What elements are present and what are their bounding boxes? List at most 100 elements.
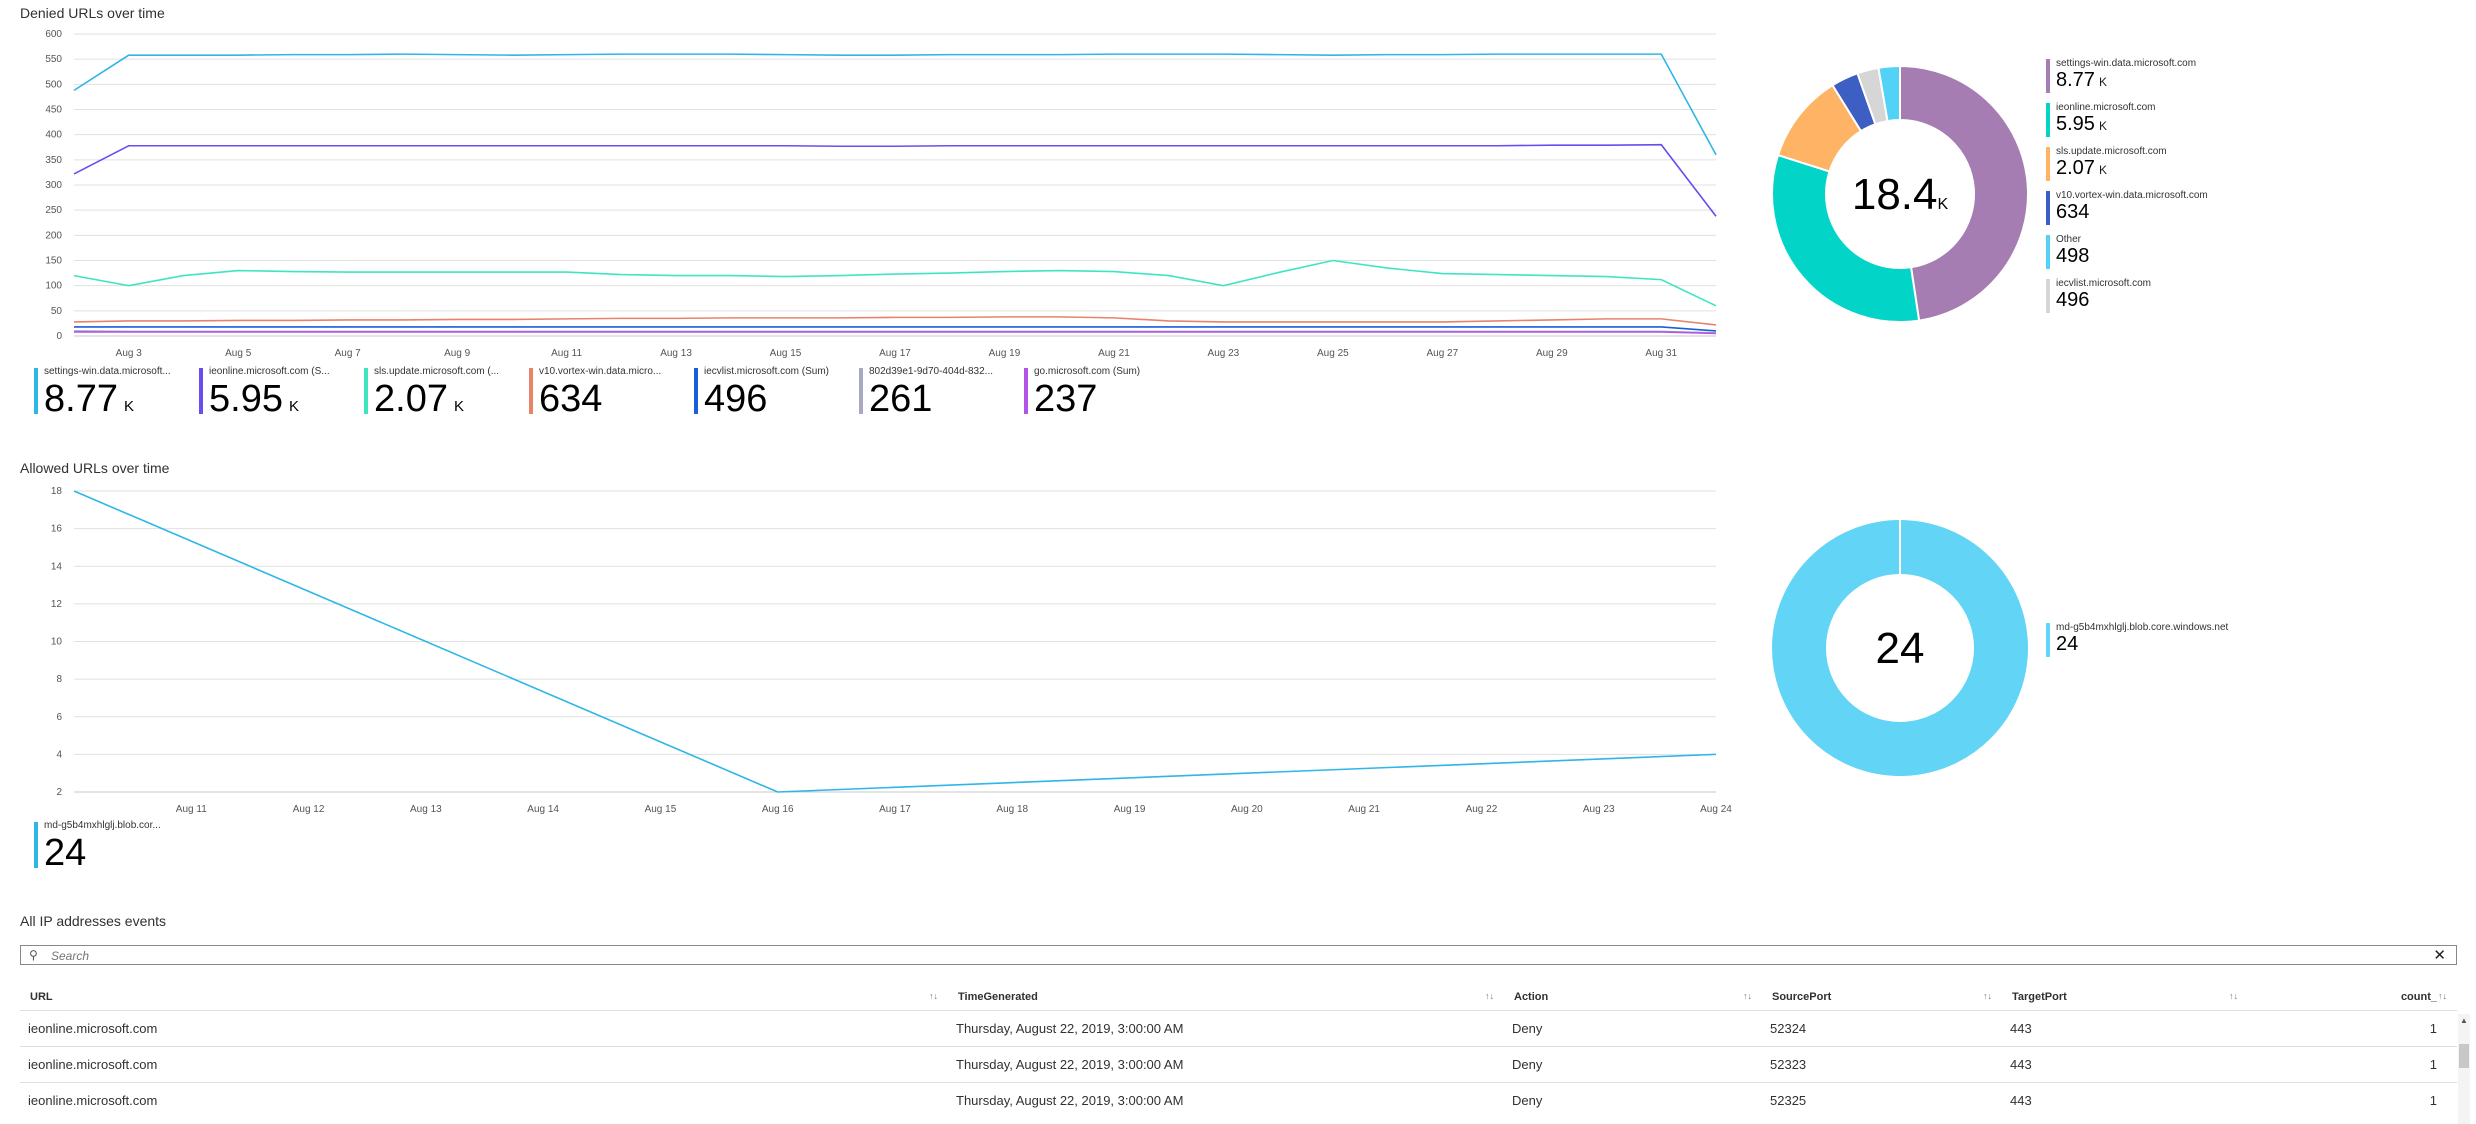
legend-color-bar — [2046, 235, 2050, 269]
table-cell: 1 — [2248, 1046, 2457, 1083]
table-cell: 52325 — [1762, 1082, 2002, 1118]
column-header-sourceport[interactable]: SourcePort ↑↓ — [1762, 984, 2002, 1011]
legend-item[interactable]: 802d39e1-9d70-404d-832... 261 — [859, 366, 1024, 419]
sort-icon[interactable]: ↑↓ — [1485, 991, 1494, 1001]
x-tick-label: Aug 20 — [1231, 804, 1263, 815]
sort-icon[interactable]: ↑↓ — [929, 991, 938, 1001]
legend-unit: K — [453, 398, 464, 415]
x-tick-label: Aug 24 — [1700, 804, 1732, 815]
legend-color-bar — [694, 368, 698, 414]
table-cell: 52324 — [1762, 1010, 2002, 1047]
legend-color-bar — [199, 368, 203, 414]
sort-icon[interactable]: ↑↓ — [2438, 991, 2447, 1001]
table-cell: 1 — [2248, 1010, 2457, 1047]
legend-value: 2.07 — [374, 378, 448, 420]
events-title: All IP addresses events — [20, 913, 167, 929]
sort-icon[interactable]: ↑↓ — [1983, 991, 1992, 1001]
legend-item[interactable]: md-g5b4mxhlglj.blob.cor... 24 — [34, 820, 199, 873]
table-cell: Thursday, August 22, 2019, 3:00:00 AM — [948, 1082, 1504, 1118]
table-cell: ieonline.microsoft.com — [20, 1010, 948, 1047]
x-tick-label: Aug 23 — [1583, 804, 1615, 815]
table-row[interactable]: ieonline.microsoft.com Thursday, August 2… — [20, 1082, 2457, 1118]
legend-label: iecvlist.microsoft.com (Sum) — [704, 366, 830, 377]
y-tick-label: 600 — [45, 29, 62, 40]
column-header-label: Action — [1514, 991, 1549, 1003]
legend-label: md-g5b4mxhlglj.blob.cor... — [44, 820, 161, 831]
y-tick-label: 350 — [45, 155, 62, 166]
allowed-donut-chart: 24 — [1772, 520, 2028, 776]
table-cell: 52323 — [1762, 1046, 2002, 1083]
denied-legend: settings-win.data.microsoft... 8.77 K ieo… — [34, 366, 1189, 420]
donut-legend-item[interactable]: v10.vortex-win.data.microsoft.com 634 — [2046, 190, 2208, 234]
legend-item[interactable]: sls.update.microsoft.com (... 2.07 K — [364, 366, 529, 420]
legend-color-bar — [34, 822, 38, 868]
column-header-count[interactable]: count_ ↑↓ — [2248, 984, 2457, 1011]
search-box: ⚲ ✕ — [20, 945, 2457, 965]
legend-item[interactable]: go.microsoft.com (Sum) 237 — [1024, 366, 1189, 420]
donut-legend-unit: K — [2098, 163, 2107, 177]
scroll-up-icon[interactable]: ▲ — [2460, 1016, 2468, 1025]
legend-value: 634 — [539, 378, 603, 420]
table-row[interactable]: ieonline.microsoft.com Thursday, August 2… — [20, 1046, 2457, 1083]
x-tick-label: Aug 7 — [335, 348, 362, 359]
donut-legend-label: md-g5b4mxhlglj.blob.core.windows.net — [2056, 622, 2229, 633]
legend-item[interactable]: v10.vortex-win.data.micro... 634 — [529, 366, 694, 420]
donut-legend-item[interactable]: ieonline.microsoft.com 5.95 K — [2046, 102, 2208, 146]
column-header-url[interactable]: URL ↑↓ — [20, 984, 948, 1011]
x-tick-label: Aug 22 — [1466, 804, 1498, 815]
y-tick-label: 100 — [45, 281, 62, 292]
column-header-action[interactable]: Action ↑↓ — [1504, 984, 1762, 1011]
legend-value: 237 — [1034, 378, 1098, 420]
legend-color-bar — [529, 368, 533, 414]
donut-legend-item[interactable]: settings-win.data.microsoft.com 8.77 K — [2046, 58, 2208, 102]
column-header-timegenerated[interactable]: TimeGenerated ↑↓ — [948, 984, 1504, 1011]
donut-legend-item[interactable]: iecvlist.microsoft.com 496 — [2046, 278, 2208, 322]
x-tick-label: Aug 12 — [293, 804, 325, 815]
column-header-targetport[interactable]: TargetPort ↑↓ — [2002, 984, 2248, 1011]
donut-legend-label: iecvlist.microsoft.com — [2056, 278, 2152, 289]
sort-icon[interactable]: ↑↓ — [1743, 991, 1752, 1001]
donut-legend-value: 634 — [2056, 201, 2090, 223]
legend-item[interactable]: ieonline.microsoft.com (S... 5.95 K — [199, 366, 364, 419]
table-row[interactable]: ieonline.microsoft.com Thursday, August 2… — [20, 1010, 2457, 1047]
legend-label: go.microsoft.com (Sum) — [1034, 366, 1141, 377]
allowed-legend: md-g5b4mxhlglj.blob.cor... 24 — [34, 820, 199, 873]
scrollbar-thumb[interactable] — [2459, 1044, 2469, 1068]
donut-legend-item[interactable]: sls.update.microsoft.com 2.07 K — [2046, 146, 2208, 190]
table-cell: 443 — [2002, 1082, 2248, 1118]
legend-label: 802d39e1-9d70-404d-832... — [869, 366, 993, 377]
y-tick-label: 12 — [51, 599, 63, 610]
legend-label: ieonline.microsoft.com (S... — [209, 366, 330, 377]
table-scrollbar[interactable]: ▲ — [2458, 1014, 2470, 1124]
column-header-label: SourcePort — [1772, 991, 1832, 1003]
donut-legend-item[interactable]: Other 498 — [2046, 234, 2208, 278]
close-icon[interactable]: ✕ — [2433, 947, 2446, 964]
table-cell: 443 — [2002, 1046, 2248, 1083]
x-tick-label: Aug 21 — [1098, 348, 1130, 359]
donut-slice — [1899, 64, 2029, 322]
y-tick-label: 4 — [56, 749, 62, 760]
sort-icon[interactable]: ↑↓ — [2229, 991, 2238, 1001]
donut-legend-label: ieonline.microsoft.com — [2056, 102, 2156, 113]
legend-label: sls.update.microsoft.com (... — [374, 366, 500, 377]
table-cell: 443 — [2002, 1010, 2248, 1047]
table-cell: 1 — [2248, 1082, 2457, 1118]
legend-item[interactable]: settings-win.data.microsoft... 8.77 K — [34, 366, 199, 420]
legend-item[interactable]: iecvlist.microsoft.com (Sum) 496 — [694, 366, 859, 419]
table-cell: Thursday, August 22, 2019, 3:00:00 AM — [948, 1046, 1504, 1083]
table-cell: Deny — [1504, 1082, 1762, 1118]
table-cell: ieonline.microsoft.com — [20, 1082, 948, 1118]
x-tick-label: Aug 18 — [996, 804, 1028, 815]
y-tick-label: 400 — [45, 130, 62, 141]
column-header-label: URL — [30, 991, 53, 1003]
denied-donut-legend: settings-win.data.microsoft.com 8.77 K ie… — [2046, 58, 2208, 322]
search-input[interactable] — [49, 947, 2413, 965]
donut-center-unit: K — [1937, 196, 1948, 213]
legend-color-bar — [2046, 103, 2050, 137]
x-tick-label: Aug 14 — [527, 804, 559, 815]
donut-legend-item[interactable]: md-g5b4mxhlglj.blob.core.windows.net 24 — [2046, 622, 2228, 666]
series-line — [73, 490, 1717, 793]
y-tick-label: 450 — [45, 105, 62, 116]
legend-color-bar — [2046, 59, 2050, 93]
legend-value: 8.77 — [44, 378, 118, 420]
